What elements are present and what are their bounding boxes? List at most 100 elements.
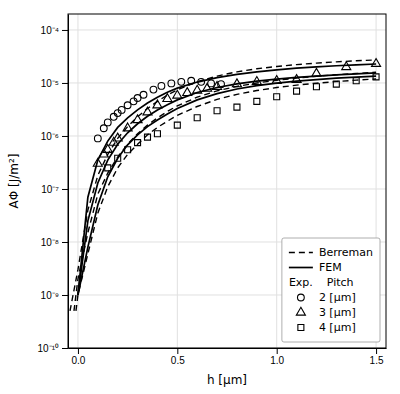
legend-swatch: [298, 325, 304, 331]
legend-swatch: [296, 307, 305, 315]
tick: 10⁻⁷: [41, 184, 68, 195]
data-point: [188, 77, 195, 84]
data-point: [168, 80, 175, 87]
legend-item: 4 [μm]: [298, 321, 356, 334]
legend-label: Berreman: [319, 246, 373, 259]
data-point: [272, 76, 281, 84]
tick: 1.5: [370, 348, 384, 366]
data-point: [154, 131, 160, 137]
tick-label: 1.5: [370, 355, 384, 366]
tick-mark: [62, 348, 68, 349]
tick-label: 0.0: [71, 355, 85, 366]
data-point: [234, 104, 240, 110]
tick-mark: [62, 83, 68, 84]
data-point: [143, 107, 152, 115]
data-point: [113, 133, 122, 141]
grid-line: [276, 14, 277, 348]
legend-label: 4 [μm]: [319, 321, 356, 334]
data-point: [105, 165, 111, 171]
series-line: [76, 79, 376, 311]
legend-item: 2 [μm]: [297, 291, 355, 304]
data-point: [183, 88, 192, 96]
tick-label: 10⁻¹⁰: [38, 343, 59, 354]
tick-label: 10⁻⁵: [41, 78, 59, 89]
x-axis: 0.0 0.5 1.0 1.5: [69, 348, 387, 366]
data-point: [198, 78, 205, 85]
grid-line: [177, 14, 178, 348]
legend-swatch: [289, 267, 313, 269]
series-line: [74, 72, 376, 311]
tick: 0.5: [171, 348, 185, 366]
grid-line: [68, 29, 386, 30]
series-line: [78, 73, 376, 295]
x-axis-title: h [μm]: [207, 373, 247, 387]
data-point: [173, 90, 182, 98]
data-point: [373, 74, 379, 80]
tick: 10⁻¹⁰: [38, 343, 68, 354]
legend: BerremanFEMExp. Pitch2 [μm]3 [μm]4 [μm]: [282, 238, 380, 342]
data-point: [174, 122, 180, 128]
legend-swatch: [297, 294, 304, 301]
tick-label: 1.0: [270, 355, 284, 366]
y-axis: 10⁻¹⁰ 10⁻⁹ 10⁻⁸ 10⁻⁷ 10⁻⁶ 10⁻⁵ 10⁻⁴: [38, 15, 69, 354]
data-point: [193, 85, 202, 93]
data-point: [313, 84, 319, 90]
tick: 10⁻⁵: [41, 78, 68, 89]
data-point: [353, 78, 359, 84]
data-point: [194, 115, 200, 121]
data-point: [145, 134, 151, 140]
tick: 0.0: [71, 348, 85, 366]
data-point: [232, 79, 241, 87]
tick-mark: [177, 348, 178, 354]
data-point: [104, 119, 111, 126]
grid-line: [68, 188, 386, 189]
data-point: [94, 135, 101, 142]
data-point: [274, 94, 280, 100]
grid: [68, 14, 386, 348]
series-line: [70, 60, 376, 311]
tick-mark: [62, 189, 68, 190]
data-point: [213, 81, 222, 89]
data-point: [135, 140, 141, 146]
tick-label: 10⁻⁹: [41, 290, 59, 301]
grid-line: [68, 82, 386, 83]
data-point: [254, 98, 260, 104]
axis-line: [68, 15, 69, 349]
data-point: [214, 108, 220, 114]
data-point: [125, 147, 131, 153]
tick: 10⁻⁸: [41, 237, 68, 248]
axis-line: [69, 348, 387, 349]
legend-label: 2 [μm]: [319, 291, 356, 304]
tick-label: 10⁻⁶: [41, 131, 59, 142]
data-point: [123, 123, 132, 131]
tick-mark: [62, 242, 68, 243]
data-point: [118, 107, 125, 114]
data-point: [294, 88, 300, 94]
data-point: [133, 115, 142, 123]
tick: 10⁻⁹: [41, 290, 68, 301]
data-point: [140, 91, 147, 98]
data-point: [292, 74, 301, 82]
data-point: [342, 62, 351, 70]
data-point: [150, 86, 157, 93]
data-point: [312, 68, 321, 76]
tick-mark: [376, 348, 377, 354]
plot-frame: [68, 14, 386, 348]
data-point: [163, 94, 172, 102]
series-line: [78, 76, 376, 295]
data-point: [93, 158, 102, 166]
tick-mark: [62, 30, 68, 31]
tick: 10⁻⁶: [41, 131, 68, 142]
series-line: [78, 64, 376, 295]
data-point: [372, 59, 381, 67]
data-point: [252, 77, 261, 85]
y-axis-title: AΦ [J/m²]: [7, 154, 21, 209]
tick-label: 10⁻⁴: [41, 25, 59, 36]
tick-mark: [62, 295, 68, 296]
legend-label: FEM: [319, 261, 342, 274]
data-point: [158, 83, 165, 90]
tick-mark: [277, 348, 278, 354]
data-point: [153, 100, 162, 108]
tick-label: 10⁻⁷: [41, 184, 59, 195]
data-point: [333, 81, 339, 87]
